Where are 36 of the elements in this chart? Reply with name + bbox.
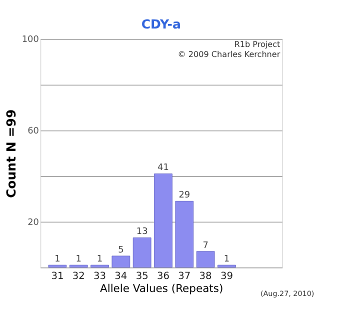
y-tick-label: 60	[28, 126, 40, 137]
bar	[218, 264, 236, 268]
data-label: 41	[158, 163, 169, 174]
x-tick-label: 37	[178, 271, 191, 282]
data-label: 1	[96, 254, 103, 264]
annotation: R1b Project	[234, 40, 280, 50]
bar	[48, 264, 67, 268]
bar	[90, 264, 109, 268]
text: (Aug.27, 2010)	[260, 289, 314, 298]
bar	[175, 200, 194, 268]
bar	[196, 251, 215, 268]
bar	[154, 174, 172, 268]
data-label: 13	[136, 227, 148, 238]
data-label: 29	[178, 190, 190, 201]
bar	[69, 264, 88, 268]
x-axis-title: Allele Values (Repeats)	[100, 282, 224, 295]
annotation: © 2009 Charles Kerchner	[178, 50, 281, 60]
y-tick-label: 100	[22, 35, 40, 46]
x-tick-label: 31	[51, 271, 64, 282]
bar	[112, 256, 130, 268]
x-tick-label: 38	[199, 271, 212, 282]
data-label: 1	[54, 254, 60, 264]
chart-title: CDY-a	[141, 16, 181, 32]
x-tick-label: 36	[156, 271, 170, 282]
data-label: 1	[76, 254, 82, 264]
data-label: 1	[224, 254, 230, 264]
x-tick-label: 32	[72, 271, 85, 282]
x-tick-label: 34	[114, 271, 128, 282]
data-label: 7	[202, 240, 208, 251]
bar	[132, 237, 152, 268]
x-tick-label: 39	[220, 271, 233, 282]
data-label: 5	[118, 245, 124, 256]
y-axis-title: Count N =99	[4, 109, 19, 198]
x-tick-label: 33	[94, 271, 106, 282]
y-tick-label: 20	[28, 218, 40, 228]
x-tick-label: 35	[136, 271, 148, 282]
